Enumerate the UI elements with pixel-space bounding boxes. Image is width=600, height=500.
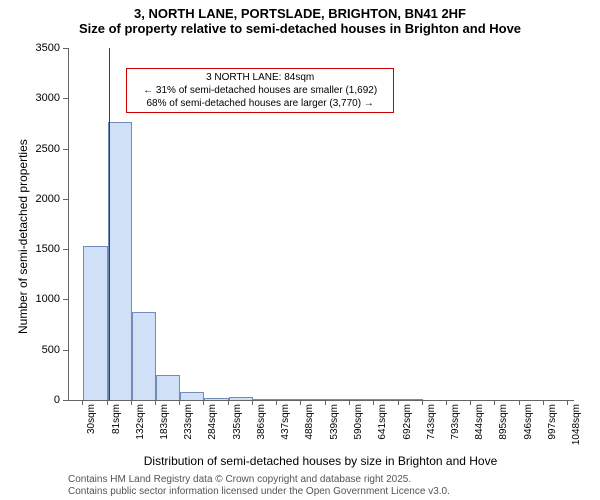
x-tick-mark bbox=[325, 400, 326, 405]
y-tick-mark bbox=[63, 149, 68, 150]
plot-area: 3 NORTH LANE: 84sqm← 31% of semi-detache… bbox=[68, 48, 574, 401]
x-tick-mark bbox=[494, 400, 495, 405]
histogram-bar bbox=[253, 399, 277, 400]
x-tick-label: 488sqm bbox=[304, 404, 315, 448]
histogram-bar bbox=[229, 397, 253, 400]
x-tick-label: 1048sqm bbox=[571, 404, 582, 448]
annotation-box: 3 NORTH LANE: 84sqm← 31% of semi-detache… bbox=[126, 68, 394, 113]
histogram-bar bbox=[399, 399, 423, 400]
y-tick-mark bbox=[63, 400, 68, 401]
x-tick-label: 946sqm bbox=[523, 404, 534, 448]
chart-title-line2: Size of property relative to semi-detach… bbox=[0, 21, 600, 40]
histogram-bar bbox=[301, 399, 325, 400]
x-tick-mark bbox=[203, 400, 204, 405]
x-tick-label: 132sqm bbox=[135, 404, 146, 448]
x-tick-mark bbox=[82, 400, 83, 405]
histogram-bar bbox=[204, 398, 228, 401]
x-tick-mark bbox=[276, 400, 277, 405]
x-tick-mark bbox=[179, 400, 180, 405]
annotation-line: 3 NORTH LANE: 84sqm bbox=[133, 71, 387, 84]
x-tick-label: 997sqm bbox=[547, 404, 558, 448]
x-tick-mark bbox=[300, 400, 301, 405]
x-tick-label: 284sqm bbox=[207, 404, 218, 448]
histogram-bar bbox=[350, 399, 374, 400]
x-tick-label: 590sqm bbox=[353, 404, 364, 448]
y-tick-mark bbox=[63, 249, 68, 250]
x-tick-mark bbox=[373, 400, 374, 405]
histogram-bar bbox=[180, 392, 204, 400]
y-tick-label: 2500 bbox=[36, 143, 60, 155]
y-tick-label: 500 bbox=[42, 344, 60, 356]
y-tick-mark bbox=[63, 98, 68, 99]
x-tick-label: 793sqm bbox=[450, 404, 461, 448]
x-tick-label: 437sqm bbox=[280, 404, 291, 448]
annotation-line: 68% of semi-detached houses are larger (… bbox=[133, 97, 387, 110]
x-tick-label: 183sqm bbox=[159, 404, 170, 448]
x-tick-label: 743sqm bbox=[426, 404, 437, 448]
x-tick-mark bbox=[567, 400, 568, 405]
x-tick-mark bbox=[252, 400, 253, 405]
x-tick-label: 844sqm bbox=[474, 404, 485, 448]
y-tick-label: 1500 bbox=[36, 243, 60, 255]
y-tick-mark bbox=[63, 48, 68, 49]
x-tick-label: 30sqm bbox=[86, 404, 97, 448]
y-tick-mark bbox=[63, 199, 68, 200]
footer-attribution: Contains HM Land Registry data © Crown c… bbox=[68, 474, 450, 498]
x-tick-label: 641sqm bbox=[377, 404, 388, 448]
x-tick-mark bbox=[131, 400, 132, 405]
x-tick-mark bbox=[398, 400, 399, 405]
footer-line1: Contains HM Land Registry data © Crown c… bbox=[68, 474, 450, 486]
histogram-bar bbox=[156, 375, 180, 400]
x-axis-label: Distribution of semi-detached houses by … bbox=[68, 454, 573, 468]
histogram-bar bbox=[374, 399, 398, 400]
x-tick-label: 81sqm bbox=[111, 404, 122, 448]
x-tick-mark bbox=[543, 400, 544, 405]
y-tick-label: 0 bbox=[54, 394, 60, 406]
x-tick-label: 539sqm bbox=[329, 404, 340, 448]
x-tick-label: 386sqm bbox=[256, 404, 267, 448]
y-tick-mark bbox=[63, 350, 68, 351]
x-tick-mark bbox=[422, 400, 423, 405]
x-tick-mark bbox=[228, 400, 229, 405]
y-tick-label: 2000 bbox=[36, 193, 60, 205]
x-tick-mark bbox=[349, 400, 350, 405]
y-axis-label: Number of semi-detached properties bbox=[16, 139, 30, 334]
x-tick-mark bbox=[155, 400, 156, 405]
histogram-bar bbox=[326, 399, 350, 400]
chart-title-line1: 3, NORTH LANE, PORTSLADE, BRIGHTON, BN41… bbox=[0, 0, 600, 21]
x-tick-mark bbox=[107, 400, 108, 405]
y-tick-label: 1000 bbox=[36, 293, 60, 305]
footer-line2: Contains public sector information licen… bbox=[68, 486, 450, 498]
x-tick-mark bbox=[446, 400, 447, 405]
histogram-bar bbox=[108, 122, 132, 400]
x-tick-label: 692sqm bbox=[402, 404, 413, 448]
histogram-bar bbox=[83, 246, 107, 400]
x-tick-mark bbox=[519, 400, 520, 405]
y-tick-mark bbox=[63, 299, 68, 300]
annotation-line: ← 31% of semi-detached houses are smalle… bbox=[133, 84, 387, 97]
x-tick-label: 233sqm bbox=[183, 404, 194, 448]
x-tick-label: 335sqm bbox=[232, 404, 243, 448]
reference-line bbox=[109, 48, 110, 400]
y-tick-label: 3500 bbox=[36, 42, 60, 54]
x-tick-mark bbox=[470, 400, 471, 405]
y-tick-label: 3000 bbox=[36, 92, 60, 104]
histogram-bar bbox=[132, 312, 156, 401]
x-tick-label: 895sqm bbox=[498, 404, 509, 448]
histogram-bar bbox=[277, 399, 301, 400]
chart-container: 3, NORTH LANE, PORTSLADE, BRIGHTON, BN41… bbox=[0, 0, 600, 500]
